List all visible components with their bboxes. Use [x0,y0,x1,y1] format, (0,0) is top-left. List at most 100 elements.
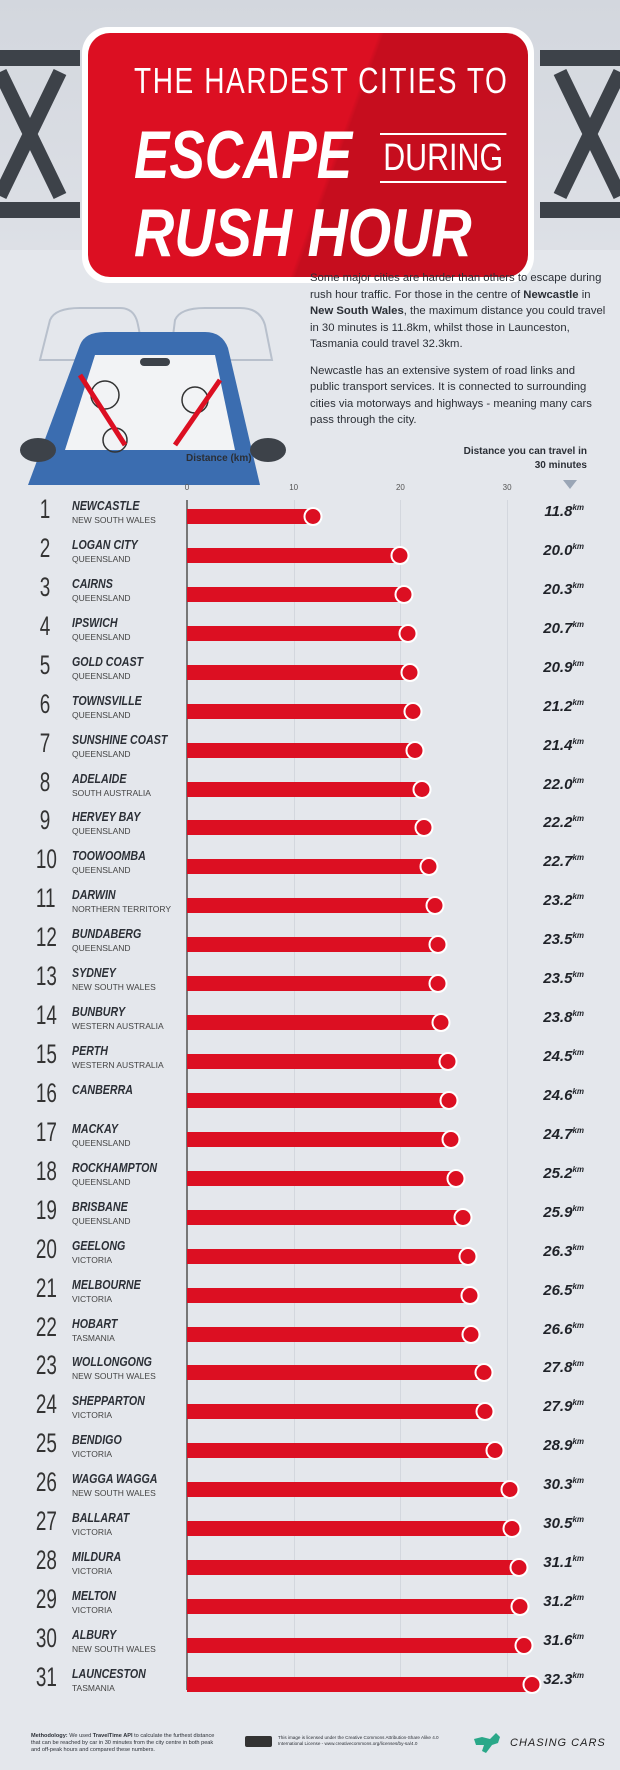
methodology-api: TravelTime API [92,1733,133,1739]
bar-end-dot [485,1441,505,1461]
gantry-truss-right [540,50,620,218]
bar-chart: 0 10 20 30 1 NEWCASTLE NEW SOUTH WALES 11.8km 2 L… [0,480,620,1695]
title-during: DURING [380,133,507,183]
value-unit: km [572,1359,584,1369]
value-unit: km [572,658,584,668]
bar-end-dot [458,1246,478,1266]
value-label: 31.6km [543,1632,584,1649]
city-name: CANBERRA [72,1081,134,1097]
value-unit: km [572,931,584,941]
rank-number: 18 [35,1155,57,1186]
value-unit: km [572,503,584,512]
rank-number: 17 [35,1116,57,1147]
value-column-title: Distance you can travel in 30 minutes [463,446,587,471]
value-number: 24.5 [543,1048,573,1066]
table-row: 21 MELBOURNE VICTORIA 26.5km [0,1273,620,1315]
value-label: 25.9km [543,1204,584,1221]
rank-number: 19 [35,1194,57,1225]
value-label: 24.7km [543,1126,584,1143]
bar-end-dot [446,1168,466,1188]
state-name: NORTHERN TERRITORY [72,904,172,915]
bar-end-dot [438,1052,458,1072]
state-name: NEW SOUTH WALES [72,515,156,525]
rank-number: 4 [39,610,51,641]
table-row: 29 MELTON VICTORIA 31.2km [0,1584,620,1626]
x-tick-label: 0 [184,483,190,492]
gantry-truss-left [0,50,80,218]
table-row: 23 WOLLONGONG NEW SOUTH WALES 27.8km [0,1350,620,1392]
state-name: SOUTH AUSTRALIA [72,787,151,798]
value-unit: km [572,1164,584,1174]
state-name: VICTORIA [72,1527,112,1538]
bar [187,781,422,797]
rank-number: 9 [39,805,51,836]
bar-end-dot [500,1480,520,1500]
table-row: 2 LOGAN CITY QUEENSLAND 20.0km [0,533,620,575]
city-name: WOLLONGONG [72,1354,152,1370]
bar-end-dot [474,1363,494,1383]
value-number: 26.5 [543,1281,573,1299]
value-number: 31.2 [543,1593,573,1611]
rank-number: 22 [35,1311,57,1342]
value-label: 26.3km [543,1243,584,1260]
value-number: 23.5 [543,970,573,988]
value-number: 30.3 [543,1476,573,1494]
state-name: VICTORIA [72,1410,112,1421]
table-row: 13 SYDNEY NEW SOUTH WALES 23.5km [0,961,620,1003]
bar [187,859,430,875]
state-name: QUEENSLAND [72,709,131,720]
bar-end-dot [460,1285,480,1305]
y-axis-line [186,500,188,1690]
car-illustration [20,307,286,485]
city-name: IPSWICH [72,614,118,630]
table-row: 7 SUNSHINE COAST QUEENSLAND 21.4km [0,728,620,770]
rank-number: 12 [35,922,57,953]
rank-number: 23 [35,1350,57,1381]
value-label: 32.3km [543,1671,584,1688]
bar [187,1404,485,1420]
value-number: 26.6 [543,1320,573,1338]
city-name: BALLARAT [72,1510,130,1526]
city-name: SUNSHINE COAST [72,731,168,747]
value-number: 24.7 [543,1125,573,1143]
rank-number: 2 [39,532,51,563]
table-row: 22 HOBART TASMANIA 26.6km [0,1312,620,1354]
state-name: NEW SOUTH WALES [72,1371,156,1382]
value-number: 21.4 [543,736,573,754]
license-text: This image is licensed under the Creativ… [278,1735,439,1746]
state-name: QUEENSLAND [72,943,131,954]
value-number: 30.5 [543,1515,573,1533]
value-label: 27.9km [543,1398,584,1415]
bar [187,1287,470,1303]
rank-number: 10 [35,844,57,875]
table-row: 30 ALBURY NEW SOUTH WALES 31.6km [0,1623,620,1665]
value-unit: km [572,775,584,785]
rank-number: 30 [35,1622,57,1653]
table-row: 26 WAGGA WAGGA NEW SOUTH WALES 30.3km [0,1467,620,1509]
bar [187,509,313,524]
state-name: VICTORIA [72,1449,112,1460]
bar-end-dot [510,1597,530,1617]
value-unit: km [572,814,584,824]
bar [187,1054,449,1070]
methodology-note: Methodology: We used TravelTime API to c… [31,1733,221,1754]
title-escape: ESCAPE [134,117,353,193]
bar [187,820,424,836]
city-name: DARWIN [72,887,116,903]
value-unit: km [572,1281,584,1291]
intro-paragraph-2: Newcastle has an extensive system of roa… [310,364,592,427]
bar-end-dot [475,1402,495,1422]
bar [187,1015,441,1031]
value-unit: km [572,1437,584,1447]
x-tick-label: 20 [395,483,405,492]
table-row: 9 HERVEY BAY QUEENSLAND 22.2km [0,805,620,847]
city-name: HOBART [72,1315,118,1331]
value-number: 20.9 [543,658,573,676]
bar [187,1521,513,1537]
state-name: QUEENSLAND [72,826,131,837]
bar [187,1676,532,1692]
value-label: 20.3km [543,581,584,598]
value-label: 20.7km [543,620,584,637]
bar-end-dot [412,779,432,799]
value-unit: km [572,1593,584,1603]
